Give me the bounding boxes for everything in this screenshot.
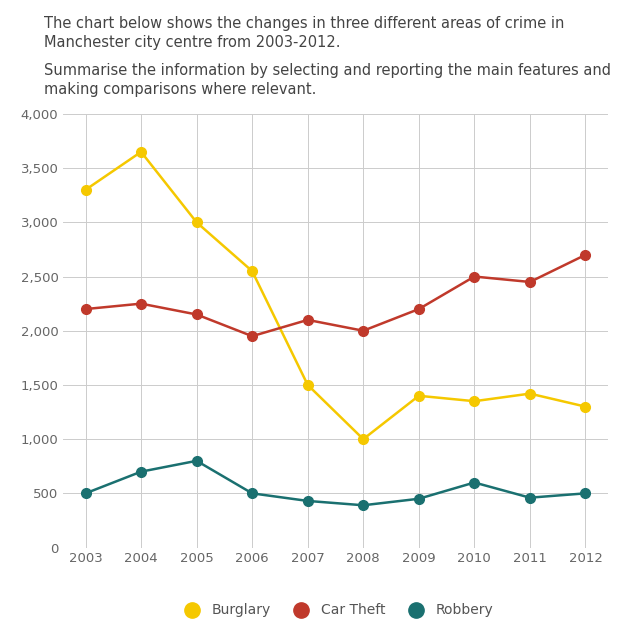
- Text: making comparisons where relevant.: making comparisons where relevant.: [44, 82, 316, 97]
- Text: Manchester city centre from 2003-2012.: Manchester city centre from 2003-2012.: [44, 35, 341, 50]
- Legend: Burglary, Car Theft, Robbery: Burglary, Car Theft, Robbery: [173, 598, 498, 623]
- Text: The chart below shows the changes in three different areas of crime in: The chart below shows the changes in thr…: [44, 16, 565, 31]
- Text: Summarise the information by selecting and reporting the main features and: Summarise the information by selecting a…: [44, 63, 611, 78]
